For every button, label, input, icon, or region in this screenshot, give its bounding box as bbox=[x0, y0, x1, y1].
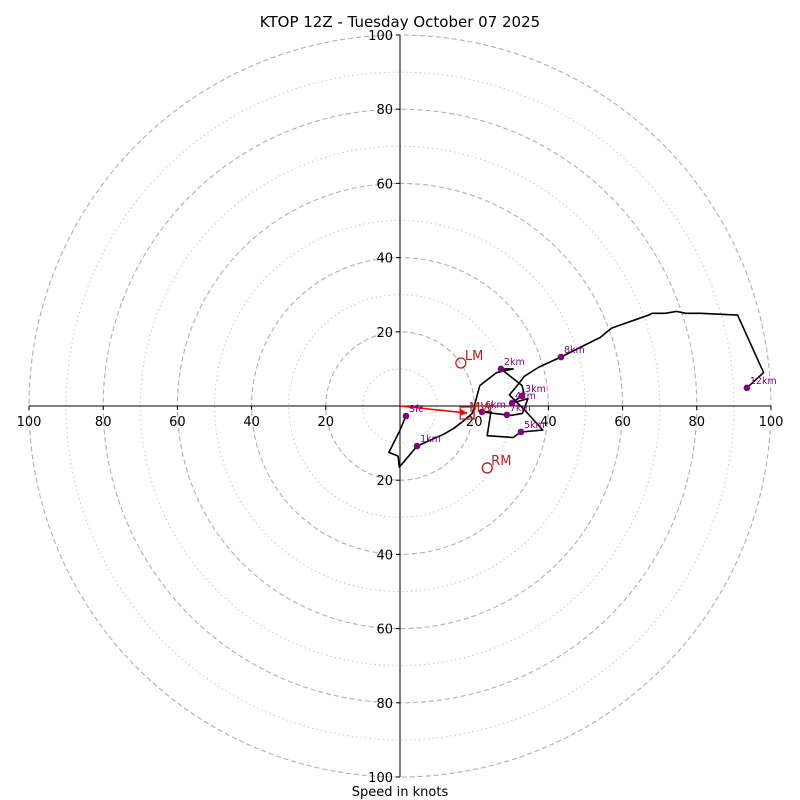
lm-label: LM bbox=[465, 349, 483, 364]
y-tick-label: 40 bbox=[376, 252, 393, 267]
shear-vector-arrowhead bbox=[459, 408, 468, 416]
y-tick-label: 100 bbox=[368, 771, 393, 786]
height-marker-label: 4km bbox=[515, 391, 536, 402]
height-marker-label: 2km bbox=[504, 357, 525, 368]
height-marker-label: 1km bbox=[420, 434, 441, 445]
x-tick-label: 100 bbox=[17, 415, 42, 430]
hodograph-trace bbox=[388, 310, 765, 469]
x-tick-label: 60 bbox=[614, 415, 631, 430]
y-tick-label: 80 bbox=[376, 103, 393, 118]
shear-vector bbox=[399, 405, 468, 414]
height-marker-dot bbox=[743, 384, 751, 392]
height-marker-dot bbox=[497, 365, 505, 373]
x-tick-label: 80 bbox=[689, 415, 706, 430]
y-tick-label: 20 bbox=[376, 326, 393, 341]
hodograph-trace-layer bbox=[388, 310, 765, 469]
height-marker-dot bbox=[402, 412, 410, 420]
height-marker-label: Sfc bbox=[409, 404, 424, 415]
height-marker-label: 8km bbox=[564, 345, 585, 356]
height-marker-dot bbox=[557, 353, 565, 361]
rm-label: RM bbox=[491, 454, 511, 469]
rm-marker bbox=[481, 462, 493, 474]
y-tick-label: 20 bbox=[376, 474, 393, 489]
height-marker-dot bbox=[517, 428, 525, 436]
y-tick-label: 80 bbox=[376, 697, 393, 712]
y-tick-label: 100 bbox=[368, 29, 393, 44]
x-tick-label: 40 bbox=[540, 415, 557, 430]
mean-wind-label: MW bbox=[469, 401, 493, 416]
x-tick-label: 100 bbox=[759, 415, 784, 430]
y-tick-label: 60 bbox=[376, 177, 393, 192]
chart-title: KTOP 12Z - Tuesday October 07 2025 bbox=[260, 13, 540, 31]
height-marker-label: 7km bbox=[510, 403, 531, 414]
x-tick-label: 20 bbox=[318, 415, 335, 430]
height-marker-dot bbox=[478, 408, 486, 416]
x-axis-label: Speed in knots bbox=[352, 785, 449, 800]
height-marker-label: 5km bbox=[524, 420, 545, 431]
y-tick-label: 40 bbox=[376, 548, 393, 563]
height-marker-dot bbox=[413, 442, 421, 450]
x-tick-label: 40 bbox=[243, 415, 260, 430]
height-marker-label: 3km bbox=[525, 384, 546, 395]
height-marker-label: 6km bbox=[485, 400, 506, 411]
height-marker-dot bbox=[518, 392, 526, 400]
storm-motion-markers: LM RM MW bbox=[455, 349, 511, 474]
height-marker-dot bbox=[503, 411, 511, 419]
lm-marker bbox=[455, 357, 467, 369]
x-tick-label: 60 bbox=[169, 415, 186, 430]
y-tick-label: 60 bbox=[376, 623, 393, 638]
mean-wind-marker bbox=[459, 406, 475, 420]
x-tick-label: 80 bbox=[95, 415, 112, 430]
height-marker-dot bbox=[508, 399, 516, 407]
height-marker-label: 12km bbox=[750, 376, 777, 387]
tick-labels: 100 80 60 40 20 20 40 60 80 100100806040202040608… bbox=[17, 29, 784, 786]
